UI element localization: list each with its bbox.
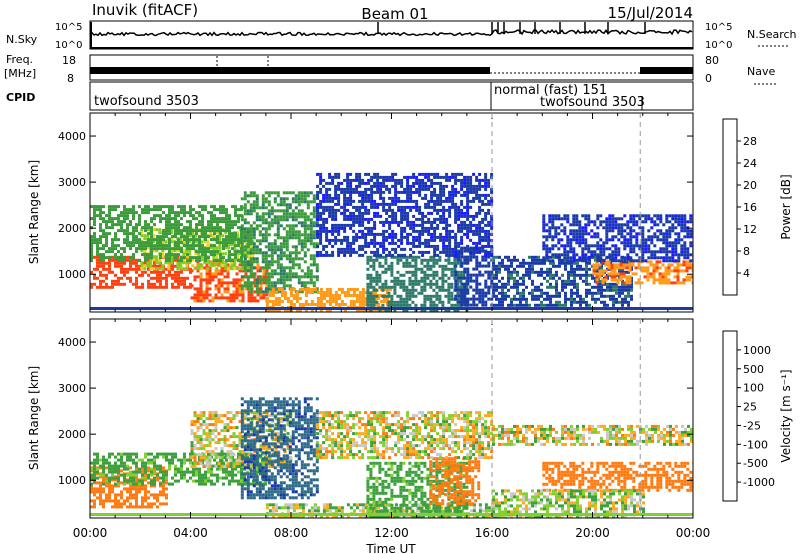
power-data xyxy=(90,172,693,312)
time-tick-label: 16:00 xyxy=(475,526,510,540)
cpid-frame xyxy=(89,81,694,111)
velocity-colorbar-label: 100 xyxy=(743,382,764,395)
power-colorbar-label: 20 xyxy=(743,179,757,192)
nsky-tick-low: 10^0 xyxy=(55,40,82,51)
time-tick-label: 00:00 xyxy=(676,526,711,540)
velocity-panel: 1000 2000 3000 4000 Slant Range [km] 1000 50… xyxy=(27,318,793,554)
freq-band-a xyxy=(90,67,490,74)
nsearch-label: N.Search xyxy=(747,28,797,41)
power-colorbar-label: 16 xyxy=(743,201,757,214)
freq-unit: [MHz] xyxy=(4,67,36,80)
velocity-axes: 1000 2000 3000 4000 xyxy=(58,318,694,519)
velocity-plot-bg xyxy=(90,319,693,518)
power-ytick-label: 1000 xyxy=(58,268,86,281)
nsky-panel: N.Sky 10^5 10^0 10^5 10^0 N.Search xyxy=(6,20,797,51)
power-ytick-label: 3000 xyxy=(58,176,86,189)
nsky-noise-line xyxy=(89,28,693,37)
velocity-colorbar-label: 25 xyxy=(743,401,757,414)
nsky-tick-high: 10^5 xyxy=(55,22,82,33)
cpid-segment-2: normal (fast) 151 xyxy=(494,83,607,98)
nave-tick-low: 0 xyxy=(705,72,712,85)
power-axes: 1000 2000 3000 4000 xyxy=(58,112,694,313)
velocity-colorbar: 1000 500 100 25 -25 -100 -500 -1000 Velocity [m … xyxy=(722,330,793,502)
velocity-ytick-label: 2000 xyxy=(58,428,86,441)
freq-label: Freq. xyxy=(6,53,33,66)
velocity-region xyxy=(542,461,693,492)
power-colorbar-label: 24 xyxy=(743,157,757,170)
power-colorbar-label: 8 xyxy=(743,245,750,258)
nsearch-tick-low: 10^0 xyxy=(705,40,732,51)
freq-panel: Freq. [MHz] 18 8 80 0 Nave xyxy=(4,53,778,85)
freq-band-b xyxy=(640,67,693,74)
time-tick-label: 00:00 xyxy=(73,526,108,540)
velocity-colorbar-label: 500 xyxy=(743,363,764,376)
velocity-colorbar-label: -1000 xyxy=(743,476,775,489)
power-ylabel: Slant Range [km] xyxy=(27,160,41,264)
cpid-bar: CPID twofsound 3503 normal (fast) 151 tw… xyxy=(6,81,694,111)
freq-tick-low: 8 xyxy=(67,72,74,85)
velocity-ytick-label: 3000 xyxy=(58,382,86,395)
power-ytick-label: 4000 xyxy=(58,130,86,143)
power-colorbar-label: 28 xyxy=(743,135,757,148)
power-region xyxy=(90,205,243,263)
power-colorbar-label: 4 xyxy=(743,267,750,280)
nave-tick-high: 80 xyxy=(705,54,719,67)
power-region xyxy=(592,260,693,285)
nsky-frame xyxy=(89,20,694,50)
power-ytick-label: 2000 xyxy=(58,222,86,235)
time-axis-ticks: 00:00 04:00 08:00 12:00 16:00 20:00 00:00 xyxy=(73,526,711,540)
time-tick-label: 20:00 xyxy=(575,526,610,540)
cpid-segment-3: twofsound 3503 xyxy=(540,95,645,110)
nsky-label: N.Sky xyxy=(6,33,38,46)
time-tick-label: 12:00 xyxy=(374,526,409,540)
power-region xyxy=(542,214,693,263)
power-colorbar: 28 24 20 16 12 8 4 Power [dB] xyxy=(722,118,793,296)
velocity-ytick-label: 1000 xyxy=(58,474,86,487)
velocity-colorbar-label: -25 xyxy=(743,419,761,432)
time-tick-label: 04:00 xyxy=(173,526,208,540)
cpid-label: CPID xyxy=(6,91,35,104)
velocity-colorbar-title: Velocity [m s⁻¹] xyxy=(779,369,793,462)
power-region xyxy=(240,191,319,294)
velocity-colorbar-label: 1000 xyxy=(743,344,771,357)
power-panel: 1000 2000 3000 4000 Slant Range [km] 28 24 20… xyxy=(27,112,793,313)
nsky-trace xyxy=(89,22,693,48)
velocity-region xyxy=(429,457,481,506)
date-title: 15/Jul/2014 xyxy=(608,4,693,22)
velocity-colorbar-frame xyxy=(722,330,738,502)
freq-tick-high: 18 xyxy=(62,54,76,67)
nave-label: Nave xyxy=(747,65,775,78)
cpid-segment-1: twofsound 3503 xyxy=(94,94,199,109)
time-axis-label: Time UT xyxy=(365,542,416,554)
velocity-region xyxy=(366,461,469,518)
velocity-ylabel: Slant Range [km] xyxy=(27,366,41,470)
velocity-region xyxy=(492,424,693,446)
velocity-region xyxy=(240,397,319,500)
velocity-colorbar-label: -500 xyxy=(743,457,768,470)
velocity-region xyxy=(316,411,494,460)
power-colorbar-title: Power [dB] xyxy=(779,174,793,239)
power-colorbar-label: 12 xyxy=(743,223,757,236)
power-colorbar-frame xyxy=(722,118,738,296)
velocity-colorbar-label: -100 xyxy=(743,438,768,451)
time-tick-label: 08:00 xyxy=(274,526,309,540)
beam-title: Beam 01 xyxy=(361,5,428,23)
nsearch-tick-high: 10^5 xyxy=(705,22,732,33)
station-title: Inuvik (fitACF) xyxy=(92,1,198,19)
velocity-ytick-label: 4000 xyxy=(58,336,86,349)
power-region xyxy=(316,172,494,257)
